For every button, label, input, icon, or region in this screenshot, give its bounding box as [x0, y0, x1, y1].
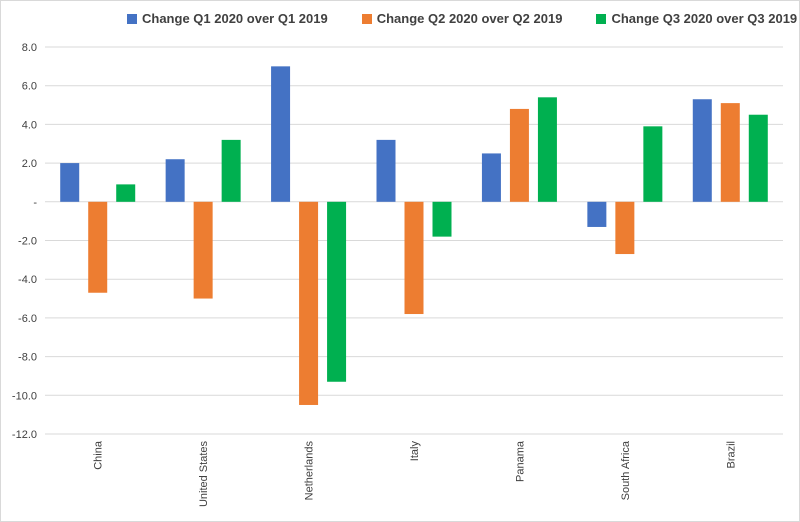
- y-tick-label: -2.0: [18, 236, 37, 248]
- y-tick-label: -4.0: [18, 274, 37, 286]
- bar-south-africa-series-2: [615, 201, 635, 255]
- bar-italy-series-1: [376, 139, 396, 202]
- legend-label-q1: Change Q1 2020 over Q1 2019: [142, 11, 328, 26]
- y-tick-label: 2.0: [22, 158, 37, 170]
- x-tick-label: Netherlands: [304, 441, 316, 501]
- y-tick-label: 8.0: [22, 42, 37, 54]
- bar-netherlands-series-2: [299, 201, 319, 405]
- y-tick-label: -8.0: [18, 352, 37, 364]
- legend-item-q1: Change Q1 2020 over Q1 2019: [127, 11, 328, 26]
- legend-swatch-q2: [361, 13, 372, 24]
- x-tick-label: Italy: [409, 441, 421, 462]
- legend-item-q3: Change Q3 2020 over Q3 2019: [596, 11, 797, 26]
- bar-brazil-series-2: [720, 103, 740, 202]
- bar-united-states-series-1: [165, 159, 185, 202]
- legend-swatch-q3: [596, 13, 607, 24]
- bar-south-africa-series-1: [587, 201, 607, 227]
- x-tick-label: Panama: [514, 440, 526, 482]
- bar-panama-series-3: [537, 97, 557, 202]
- bar-united-states-series-2: [193, 201, 213, 299]
- bar-italy-series-2: [404, 201, 424, 315]
- bar-netherlands-series-3: [327, 201, 347, 382]
- bar-china-series-3: [116, 184, 136, 202]
- bar-brazil-series-1: [692, 99, 712, 202]
- bar-panama-series-2: [509, 108, 529, 202]
- y-tick-label: -10.0: [12, 390, 37, 402]
- bar-brazil-series-3: [748, 114, 768, 202]
- bar-panama-series-1: [481, 153, 501, 202]
- x-tick-label: South Africa: [620, 440, 632, 500]
- legend: Change Q1 2020 over Q1 2019 Change Q2 20…: [127, 11, 797, 26]
- y-tick-label: -: [33, 197, 37, 209]
- bar-china-series-2: [88, 201, 108, 293]
- bar-south-africa-series-3: [643, 126, 663, 202]
- x-tick-label: China: [93, 440, 105, 470]
- legend-label-q3: Change Q3 2020 over Q3 2019: [611, 11, 798, 26]
- bar-netherlands-series-1: [271, 66, 291, 202]
- legend-swatch-q1: [127, 13, 137, 24]
- bar-italy-series-3: [432, 201, 452, 237]
- y-tick-label: -12.0: [12, 429, 37, 441]
- legend-label-q2: Change Q2 2020 over Q2 2019: [376, 11, 563, 26]
- y-tick-label: 6.0: [22, 81, 37, 93]
- x-tick-label: United States: [198, 441, 210, 508]
- legend-item-q2: Change Q2 2020 over Q2 2019: [361, 11, 563, 26]
- x-tick-label: Brazil: [725, 441, 737, 469]
- y-tick-label: 4.0: [22, 119, 37, 131]
- bar-china-series-1: [60, 163, 80, 202]
- bar-united-states-series-3: [221, 139, 241, 202]
- y-tick-label: -6.0: [18, 313, 37, 325]
